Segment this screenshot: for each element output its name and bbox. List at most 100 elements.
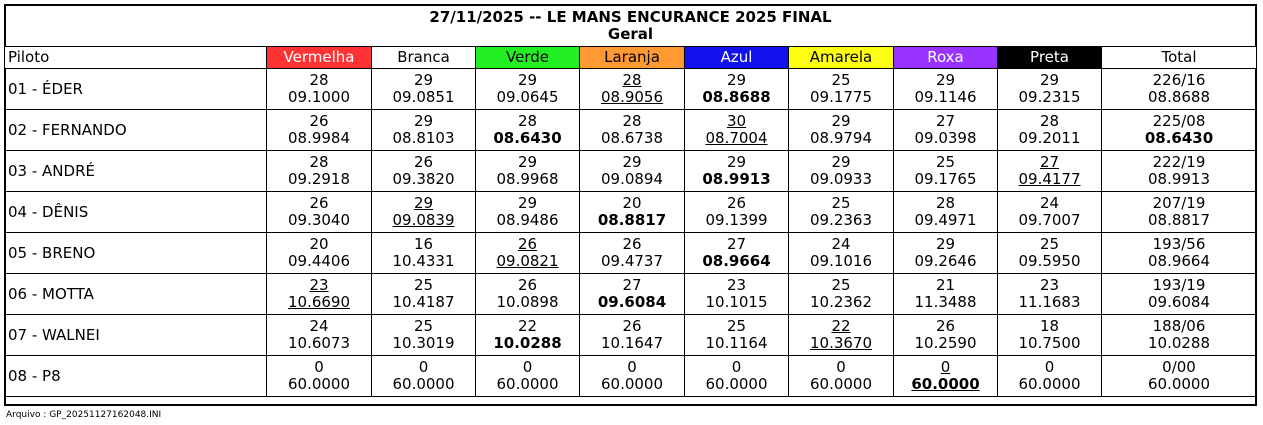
- laps-value: 29: [517, 71, 538, 89]
- laps-value: 18: [1039, 317, 1060, 335]
- kart-cell: 27 09.6084: [579, 273, 685, 315]
- total-cell: 226/16 08.8688: [1101, 68, 1257, 110]
- laps-value: 27: [1039, 153, 1060, 171]
- laps-value: 26: [309, 112, 329, 130]
- kart-cell: 24 10.6073: [266, 314, 372, 356]
- laps-value: 28: [1039, 112, 1060, 130]
- kart-cell: 29 09.0839: [371, 191, 476, 233]
- kart-cell: 23 10.6690: [266, 273, 372, 315]
- pilot-name: 06 - MOTTA: [4, 273, 267, 315]
- kart-cell: 0 60.0000: [579, 355, 685, 397]
- total-cell: 188/06 10.0288: [1101, 314, 1257, 356]
- total-cell: 207/19 08.8817: [1101, 191, 1257, 233]
- kart-cell: 28 09.2918: [266, 150, 372, 192]
- best-lap-time: 09.2315: [1018, 88, 1081, 106]
- kart-cell: 21 11.3488: [893, 273, 998, 315]
- best-lap-time: 08.9968: [496, 170, 559, 188]
- best-lap-time: 09.4971: [914, 211, 977, 229]
- best-lap-time: 60.0000: [496, 375, 559, 393]
- laps-value: 26: [413, 153, 434, 171]
- total-cell: 193/19 09.6084: [1101, 273, 1257, 315]
- kart-cell: 28 08.9056: [579, 68, 685, 110]
- kart-cell: 28 08.6738: [579, 109, 685, 151]
- laps-value: 222/19: [1152, 153, 1206, 171]
- laps-value: 24: [831, 235, 851, 253]
- best-lap-time: 09.0933: [809, 170, 873, 188]
- laps-value: 226/16: [1152, 71, 1206, 89]
- best-lap-time: 10.4331: [392, 252, 455, 270]
- laps-value: 26: [309, 194, 329, 212]
- laps-value: 0: [836, 358, 846, 376]
- laps-value: 26: [622, 235, 642, 253]
- best-lap-time: 10.0898: [496, 293, 559, 311]
- laps-value: 25: [726, 317, 747, 335]
- laps-value: 29: [935, 235, 956, 253]
- kart-cell: 29 08.9913: [684, 150, 789, 192]
- best-lap-time: 09.0851: [392, 88, 455, 106]
- column-header-roxa: Roxa: [893, 46, 998, 69]
- laps-value: 29: [413, 194, 434, 212]
- best-lap-time: 10.7500: [1018, 334, 1081, 352]
- kart-cell: 0 60.0000: [266, 355, 372, 397]
- kart-cell: 22 10.3670: [788, 314, 894, 356]
- kart-cell: 24 09.7007: [997, 191, 1102, 233]
- laps-value: 23: [309, 276, 329, 294]
- laps-value: 25: [1039, 235, 1060, 253]
- table-row: 03 - ANDRÉ 28 09.2918 26 09.3820 29 08.9968 29 0…: [4, 150, 1257, 192]
- header-row: Piloto Vermelha Branca Verde Laranja Azul Amar…: [4, 46, 1257, 69]
- best-lap-time: 60.0000: [600, 375, 664, 393]
- column-header-laranja: Laranja: [579, 46, 685, 69]
- kart-cell: 24 09.1016: [788, 232, 894, 274]
- laps-value: 26: [935, 317, 956, 335]
- kart-cell: 25 10.1164: [684, 314, 789, 356]
- best-lap-time: 09.6084: [1147, 293, 1211, 311]
- best-lap-time: 09.0894: [600, 170, 664, 188]
- pilot-name: 01 - ÉDER: [4, 68, 267, 110]
- best-lap-time: 08.8103: [392, 129, 455, 147]
- kart-cell: 25 09.5950: [997, 232, 1102, 274]
- title-row: 27/11/2025 -- LE MANS ENCURANCE 2025 FIN…: [4, 6, 1257, 47]
- best-lap-time: 09.2918: [287, 170, 351, 188]
- kart-cell: 0 60.0000: [893, 355, 998, 397]
- pilot-name: 05 - BRENO: [4, 232, 267, 274]
- laps-value: 29: [935, 71, 956, 89]
- column-header-amarela: Amarela: [788, 46, 894, 69]
- best-lap-time: 10.3019: [392, 334, 455, 352]
- best-lap-time: 09.3040: [287, 211, 351, 229]
- best-lap-time: 10.6073: [287, 334, 351, 352]
- kart-cell: 29 09.0933: [788, 150, 894, 192]
- laps-value: 29: [1039, 71, 1060, 89]
- laps-value: 29: [726, 153, 747, 171]
- kart-cell: 27 08.9664: [684, 232, 789, 274]
- kart-cell: 25 10.3019: [371, 314, 476, 356]
- best-lap-time: 08.8688: [702, 88, 771, 106]
- total-cell: 0/00 60.0000: [1101, 355, 1257, 397]
- best-lap-time: 08.9984: [287, 129, 351, 147]
- laps-value: 207/19: [1152, 194, 1206, 212]
- kart-cell: 22 10.0288: [475, 314, 580, 356]
- laps-value: 25: [831, 194, 851, 212]
- page-subtitle: Geral: [607, 25, 654, 43]
- laps-value: 28: [309, 71, 329, 89]
- kart-cell: 0 60.0000: [788, 355, 894, 397]
- kart-cell: 27 09.0398: [893, 109, 998, 151]
- best-lap-time: 09.0839: [392, 211, 455, 229]
- best-lap-time: 09.1775: [809, 88, 873, 106]
- best-lap-time: 08.8817: [1147, 211, 1211, 229]
- kart-cell: 27 09.4177: [997, 150, 1102, 192]
- kart-cell: 28 09.2011: [997, 109, 1102, 151]
- best-lap-time: 08.9486: [496, 211, 559, 229]
- best-lap-time: 09.6084: [597, 293, 667, 311]
- column-header-total: Total: [1101, 46, 1257, 69]
- best-lap-time: 60.0000: [705, 375, 768, 393]
- kart-cell: 29 09.1146: [893, 68, 998, 110]
- laps-value: 29: [726, 71, 747, 89]
- laps-value: 0: [731, 358, 742, 376]
- table-row: 04 - DÊNIS 26 09.3040 29 09.0839 29 08.9486 20 0…: [4, 191, 1257, 233]
- laps-value: 25: [935, 153, 956, 171]
- results-table: 27/11/2025 -- LE MANS ENCURANCE 2025 FIN…: [4, 6, 1257, 397]
- kart-cell: 29 09.0851: [371, 68, 476, 110]
- best-lap-time: 10.4187: [392, 293, 455, 311]
- kart-cell: 26 08.9984: [266, 109, 372, 151]
- laps-value: 20: [622, 194, 642, 212]
